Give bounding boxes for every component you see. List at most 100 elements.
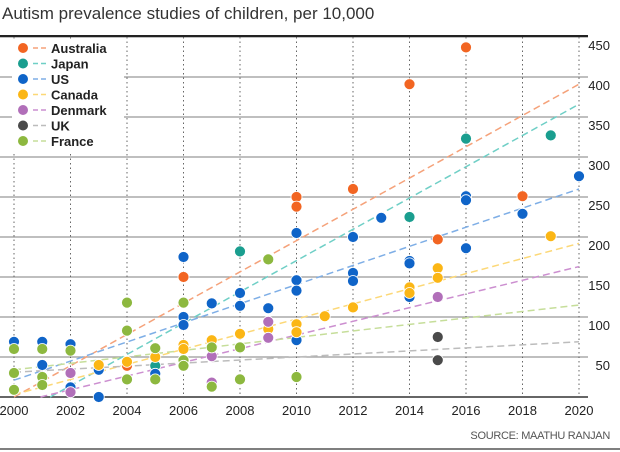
legend-label: Canada bbox=[51, 88, 99, 103]
data-point-us bbox=[177, 319, 190, 331]
data-point-france bbox=[36, 343, 49, 355]
y-tick-label: 200 bbox=[588, 238, 610, 253]
data-point-australia bbox=[177, 271, 190, 283]
data-point-france bbox=[64, 344, 77, 357]
data-point-us bbox=[234, 287, 246, 299]
data-point-us bbox=[290, 227, 303, 239]
data-point-us bbox=[290, 284, 303, 297]
data-point-france bbox=[8, 383, 20, 396]
data-point-france bbox=[8, 367, 20, 379]
data-point-us bbox=[460, 242, 472, 255]
data-point-denmark bbox=[64, 367, 77, 379]
y-tick-label: 150 bbox=[588, 278, 610, 293]
data-point-france bbox=[8, 343, 20, 355]
x-tick-label: 2014 bbox=[395, 403, 424, 418]
source-note: SOURCE: MAATHU RANJAN bbox=[470, 430, 610, 442]
x-tick-label: 2012 bbox=[339, 403, 368, 418]
legend-marker-canada bbox=[18, 89, 28, 100]
data-point-france bbox=[205, 380, 218, 393]
trend-line-france bbox=[13, 304, 580, 371]
legend-marker-uk bbox=[18, 120, 28, 131]
data-point-canada bbox=[177, 343, 190, 355]
data-point-uk bbox=[431, 331, 444, 343]
data-point-us bbox=[92, 391, 105, 403]
data-point-australia bbox=[460, 41, 472, 54]
x-tick-label: 2006 bbox=[169, 403, 198, 418]
data-point-japan bbox=[544, 129, 557, 142]
y-tick-label: 300 bbox=[588, 158, 610, 173]
data-point-france bbox=[262, 253, 275, 266]
data-point-canada bbox=[431, 271, 444, 284]
data-point-canada bbox=[318, 310, 331, 323]
x-tick-label: 2000 bbox=[0, 403, 28, 418]
data-point-us bbox=[403, 257, 416, 270]
data-point-denmark bbox=[431, 291, 444, 303]
data-point-japan bbox=[403, 211, 416, 223]
y-tick-label: 350 bbox=[588, 118, 610, 133]
y-tick-label: 100 bbox=[588, 318, 610, 333]
data-point-australia bbox=[290, 200, 303, 213]
data-point-us bbox=[573, 170, 585, 183]
x-tick-label: 2008 bbox=[226, 403, 255, 418]
data-point-us bbox=[262, 302, 275, 315]
data-point-us bbox=[36, 359, 49, 371]
data-point-france bbox=[234, 373, 246, 386]
data-point-canada bbox=[403, 287, 416, 299]
legend-marker-france bbox=[18, 136, 28, 146]
data-point-us bbox=[234, 299, 246, 312]
data-point-canada bbox=[347, 301, 359, 314]
x-tick-label: 2018 bbox=[508, 403, 537, 418]
data-point-canada bbox=[92, 359, 105, 371]
data-point-france bbox=[121, 296, 133, 309]
data-point-france bbox=[205, 341, 218, 354]
x-tick-label: 2002 bbox=[56, 403, 85, 418]
x-tick-label: 2004 bbox=[113, 403, 142, 418]
data-point-us bbox=[290, 274, 303, 287]
legend-marker-denmark bbox=[18, 105, 28, 115]
data-point-france bbox=[234, 341, 246, 354]
data-point-us bbox=[460, 194, 472, 207]
data-point-canada bbox=[544, 230, 557, 243]
data-point-us bbox=[347, 231, 359, 243]
y-tick-label: 400 bbox=[588, 78, 610, 93]
trend-line-denmark bbox=[40, 265, 580, 398]
data-point-us bbox=[375, 211, 388, 224]
data-point-denmark bbox=[262, 315, 275, 328]
data-point-france bbox=[177, 296, 190, 309]
chart-title: Autism prevalence studies of children, p… bbox=[2, 4, 375, 23]
legend-marker-australia bbox=[18, 43, 28, 53]
legend-marker-us bbox=[18, 74, 28, 84]
data-point-us bbox=[177, 251, 190, 263]
data-point-france bbox=[36, 379, 49, 391]
data-point-australia bbox=[431, 233, 444, 246]
legend-label: UK bbox=[51, 119, 70, 134]
data-point-france bbox=[121, 373, 133, 386]
y-tick-label: 450 bbox=[588, 38, 610, 53]
data-point-france bbox=[177, 359, 190, 372]
data-point-france bbox=[121, 324, 133, 337]
legend-marker-japan bbox=[18, 58, 28, 69]
trend-line-uk bbox=[13, 341, 580, 373]
trend-line-australia bbox=[13, 83, 580, 398]
legend-label: Japan bbox=[51, 57, 89, 72]
legend-label: Australia bbox=[51, 41, 107, 56]
data-point-us bbox=[516, 207, 529, 220]
data-point-canada bbox=[121, 355, 133, 368]
legend-label: US bbox=[51, 72, 69, 87]
data-point-uk bbox=[431, 354, 444, 367]
x-tick-label: 2020 bbox=[565, 403, 594, 418]
data-point-denmark bbox=[64, 386, 77, 399]
data-point-canada bbox=[234, 327, 246, 340]
y-tick-label: 50 bbox=[596, 358, 610, 373]
data-point-japan bbox=[460, 132, 472, 145]
data-point-france bbox=[149, 373, 162, 386]
data-point-us bbox=[347, 275, 359, 287]
x-tick-label: 2016 bbox=[452, 403, 481, 418]
legend-box bbox=[12, 39, 124, 153]
legend-label: France bbox=[51, 134, 94, 149]
x-tick-label: 2010 bbox=[282, 403, 311, 418]
data-point-france bbox=[149, 342, 162, 355]
data-point-denmark bbox=[262, 331, 275, 344]
data-point-australia bbox=[347, 183, 359, 195]
